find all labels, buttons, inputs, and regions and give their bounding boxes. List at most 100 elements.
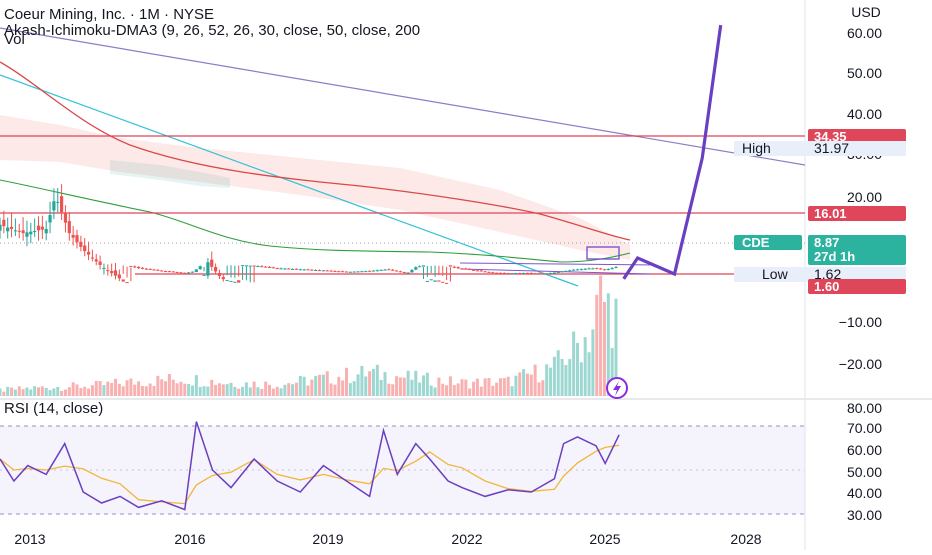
- candle-body: [606, 269, 610, 271]
- candle-body: [264, 266, 268, 268]
- volume-bar: [171, 379, 175, 396]
- volume-bar: [271, 388, 275, 396]
- candle-body: [306, 269, 310, 271]
- candle-body: [375, 270, 379, 272]
- volume-bar: [13, 389, 17, 396]
- candle-body: [360, 271, 364, 273]
- volume-bar: [529, 374, 533, 396]
- volume-bar: [17, 386, 21, 396]
- low-value: 1.62: [814, 266, 841, 282]
- volume-bar: [221, 384, 225, 396]
- candle-body: [352, 271, 356, 273]
- volume-bar: [495, 382, 499, 396]
- candle-body: [94, 259, 98, 262]
- candle-body: [514, 273, 518, 275]
- volume-bar: [587, 352, 591, 396]
- candle-body: [491, 272, 495, 274]
- volume-bar: [140, 386, 144, 396]
- volume-bar: [148, 383, 152, 396]
- volume-bar: [472, 381, 476, 396]
- price-tick-60: 60.00: [847, 25, 882, 41]
- candle-body: [445, 282, 449, 284]
- candle-body: [283, 268, 287, 270]
- volume-bars: [0, 275, 618, 396]
- currency-label: USD: [851, 4, 881, 20]
- volume-bar: [248, 387, 252, 396]
- volume-bar: [410, 379, 414, 396]
- volume-bar: [479, 386, 483, 396]
- candle-body: [291, 268, 295, 270]
- volume-bar: [0, 388, 2, 396]
- candle-body: [487, 271, 491, 273]
- volume-bar: [237, 388, 241, 396]
- candle-body: [206, 262, 210, 276]
- candle-body: [113, 270, 118, 276]
- candle-body: [233, 281, 237, 283]
- volume-bar: [210, 379, 214, 396]
- volume-bar: [325, 371, 329, 396]
- candle-body: [294, 268, 299, 270]
- ichimoku-cloud-green: [110, 160, 230, 188]
- volume-bar: [379, 379, 383, 396]
- volume-bar: [214, 384, 218, 396]
- candle-body: [525, 272, 530, 274]
- candle-body: [433, 280, 437, 282]
- rsi-tick-40: 40.00: [847, 485, 882, 501]
- volume-bar: [387, 383, 391, 396]
- candle-body: [171, 271, 175, 273]
- volume-bar: [452, 385, 456, 396]
- candle-body: [579, 269, 583, 271]
- resistance-mid-value: 16.01: [814, 206, 847, 221]
- volume-bar: [564, 365, 568, 396]
- volume-bar: [345, 367, 348, 396]
- candle-body: [460, 268, 464, 270]
- candle-body: [36, 225, 41, 231]
- candle-body: [595, 268, 599, 270]
- volume-bar: [487, 378, 491, 396]
- volume-bar: [395, 376, 399, 396]
- rsi-label: RSI (14, close): [4, 400, 103, 417]
- time-axis[interactable]: 2013 2016 2019 2022 2025 2028: [14, 531, 761, 547]
- candle-body: [495, 272, 499, 274]
- volume-bar: [164, 381, 168, 396]
- price-axis[interactable]: 60.00 50.00 40.00 30.00 20.00 10 −10.00 …: [839, 25, 882, 372]
- volume-bar: [37, 387, 40, 396]
- candle-body: [425, 280, 429, 282]
- candle-body: [344, 271, 349, 273]
- volume-bar: [491, 385, 495, 396]
- volume-bar: [549, 367, 553, 396]
- volume-bar: [63, 389, 67, 396]
- rsi-axis[interactable]: 80.00 70.00 60.00 50.00 40.00 30.00: [847, 400, 882, 523]
- volume-bar: [579, 362, 583, 396]
- low-label: Low: [762, 266, 789, 282]
- candle-body: [163, 271, 168, 273]
- volume-bar: [29, 389, 33, 396]
- candle-body: [518, 273, 522, 275]
- lightning-icon[interactable]: [606, 377, 628, 399]
- volume-bar: [591, 329, 595, 396]
- volume-bar: [337, 376, 341, 396]
- candle-body: [110, 271, 114, 274]
- volume-bar: [137, 381, 141, 396]
- volume-bar: [329, 383, 333, 396]
- volume-bar: [483, 378, 487, 396]
- consolidation-box: [586, 246, 620, 260]
- volume-bar: [217, 383, 221, 396]
- volume-bar: [437, 377, 441, 396]
- candle-body: [302, 269, 306, 271]
- volume-bar: [67, 387, 71, 396]
- volume-bar: [133, 384, 137, 396]
- candle-body: [560, 271, 564, 273]
- candle-body: [125, 282, 129, 284]
- volume-bar: [314, 376, 318, 396]
- volume-bar: [583, 337, 587, 396]
- volume-bar: [52, 388, 56, 396]
- x-tick-2028: 2028: [730, 531, 761, 547]
- candle-body: [71, 234, 75, 238]
- candle-body: [244, 265, 248, 267]
- price-tick-50: 50.00: [847, 65, 882, 81]
- volume-bar: [433, 387, 437, 396]
- candle-body: [67, 221, 71, 234]
- volume-bar: [414, 370, 418, 396]
